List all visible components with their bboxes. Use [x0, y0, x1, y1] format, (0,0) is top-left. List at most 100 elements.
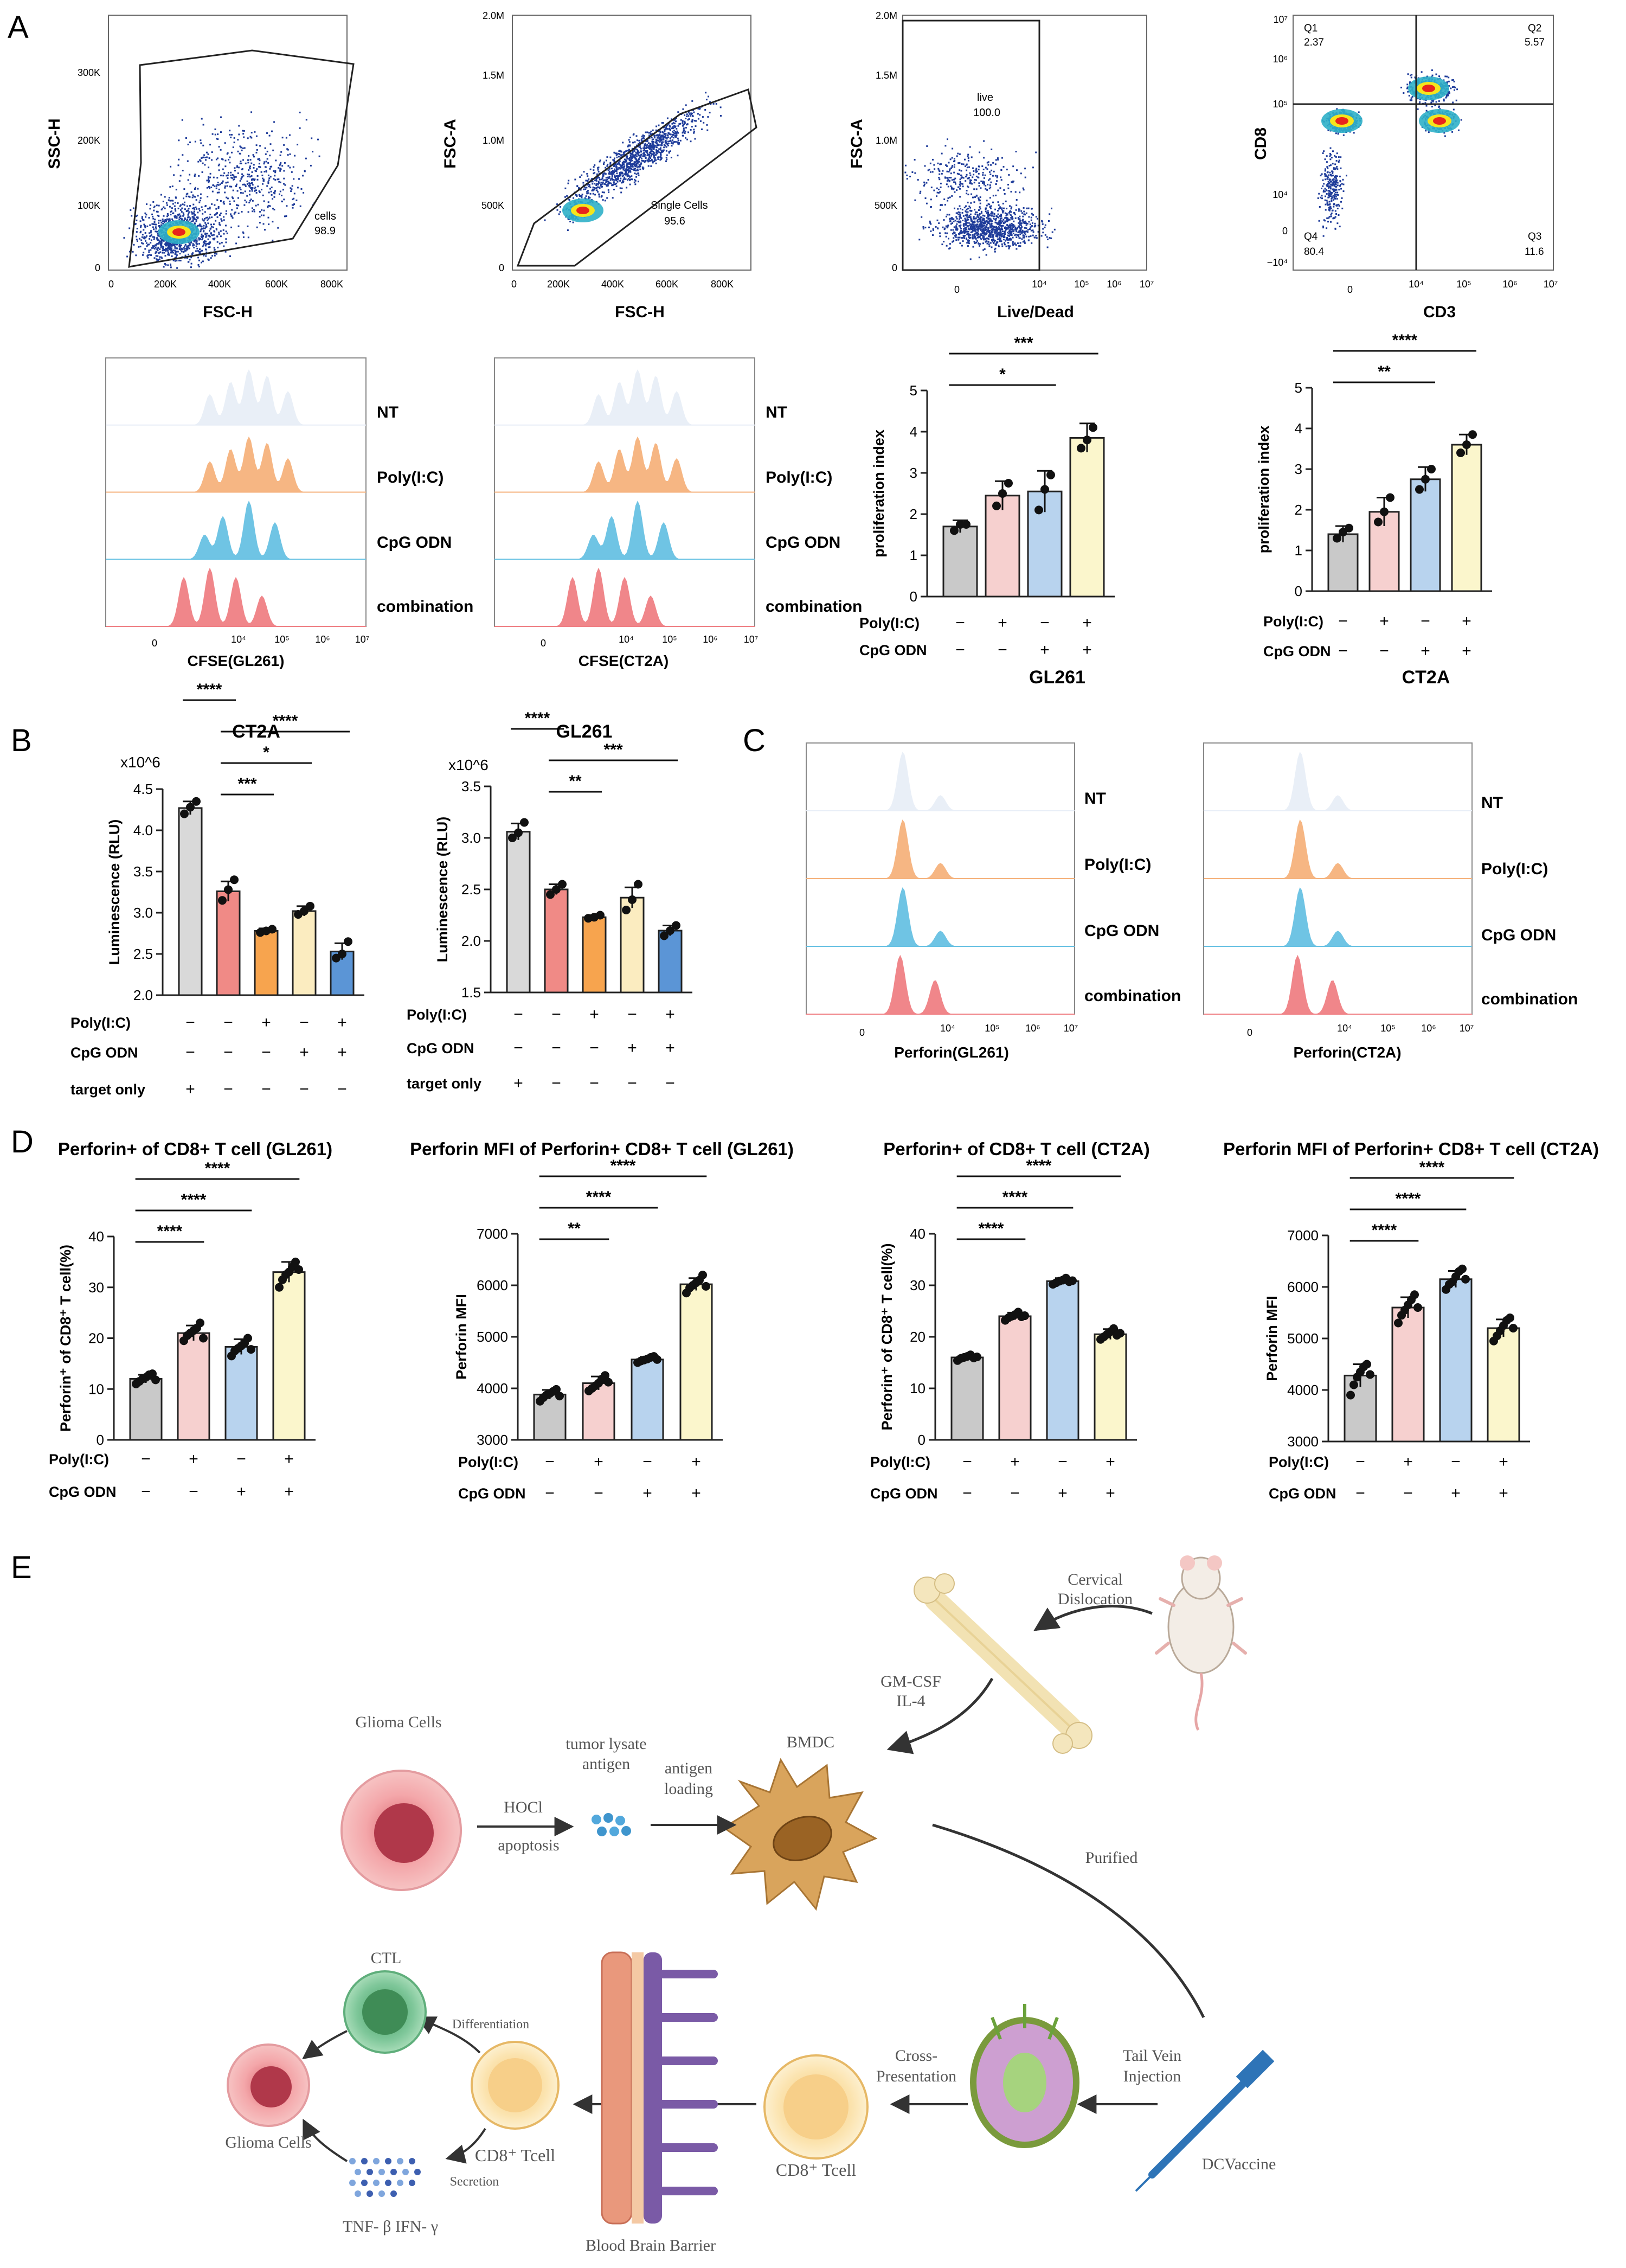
- density-point: [193, 195, 195, 197]
- density-point: [655, 145, 657, 147]
- density-point: [136, 214, 138, 216]
- density-point: [986, 204, 988, 207]
- density-point: [968, 238, 971, 239]
- density-point: [1024, 227, 1026, 229]
- density-point: [644, 147, 645, 149]
- density-point: [255, 135, 258, 137]
- density-point: [1000, 220, 1002, 222]
- density-point: [671, 127, 673, 130]
- density-point: [259, 166, 261, 168]
- density-point: [986, 238, 988, 240]
- density-point: [960, 224, 962, 226]
- density-point: [941, 204, 943, 206]
- density-point: [950, 185, 952, 187]
- density-point: [966, 226, 968, 228]
- density-point: [652, 138, 654, 140]
- density-point: [967, 185, 969, 188]
- density-point: [982, 181, 984, 183]
- density-point: [224, 187, 226, 189]
- density-peak: [172, 228, 185, 236]
- density-point: [953, 158, 955, 160]
- tick-label: 100K: [78, 200, 100, 211]
- density-point: [623, 153, 625, 155]
- density-point: [239, 152, 241, 155]
- density-point: [961, 212, 963, 214]
- density-point: [595, 184, 597, 186]
- density-point: [647, 146, 649, 148]
- density-point: [213, 239, 215, 241]
- density-point: [967, 177, 968, 180]
- density-point: [152, 217, 155, 220]
- tick-label: 0: [108, 279, 114, 290]
- density-point: [183, 204, 185, 206]
- density-point: [1020, 220, 1022, 222]
- density-point: [149, 224, 151, 226]
- density-point: [140, 226, 142, 228]
- density-point: [1010, 208, 1012, 210]
- density-point: [232, 217, 234, 219]
- density-point: [660, 144, 662, 146]
- density-point: [971, 193, 973, 195]
- density-point: [611, 177, 613, 180]
- density-point: [161, 208, 163, 210]
- density-point: [1007, 238, 1010, 240]
- density-point: [930, 187, 933, 189]
- density-point: [165, 264, 167, 266]
- density-point: [619, 168, 621, 170]
- density-point: [1012, 180, 1014, 182]
- density-point: [586, 187, 588, 189]
- density-point: [190, 262, 192, 265]
- density-point: [967, 227, 969, 229]
- density-point: [1026, 230, 1028, 232]
- density-point: [593, 172, 595, 175]
- density-point: [629, 154, 632, 156]
- density-point: [655, 130, 658, 131]
- density-point: [967, 241, 969, 244]
- density-point: [955, 239, 957, 241]
- density-point: [220, 116, 222, 118]
- density-point: [649, 132, 651, 134]
- density-point: [650, 152, 652, 155]
- density-point: [629, 167, 631, 169]
- density-point: [169, 200, 171, 202]
- density-point: [998, 216, 1000, 219]
- density-point: [998, 226, 1000, 228]
- density-point: [143, 237, 145, 239]
- density-point: [949, 221, 951, 222]
- density-point: [609, 162, 612, 164]
- density-point: [637, 169, 639, 171]
- density-point: [620, 174, 622, 176]
- density-point: [652, 161, 654, 163]
- density-point: [1002, 166, 1005, 168]
- density-point: [971, 210, 973, 212]
- density-point: [698, 108, 700, 110]
- density-point: [278, 181, 280, 183]
- density-point: [249, 200, 251, 202]
- density-point: [987, 161, 989, 163]
- density-point: [198, 252, 201, 254]
- density-point: [224, 165, 227, 168]
- density-point: [1015, 209, 1017, 211]
- density-point: [131, 215, 133, 217]
- density-point: [294, 155, 296, 157]
- density-point: [1011, 206, 1013, 208]
- density-point: [183, 220, 185, 221]
- density-point: [1034, 236, 1036, 239]
- density-point: [576, 185, 579, 187]
- density-point: [634, 154, 636, 156]
- density-point: [994, 228, 996, 230]
- density-point: [1406, 84, 1409, 86]
- density-point: [682, 122, 684, 124]
- density-point: [160, 245, 162, 247]
- density-point: [989, 184, 991, 186]
- density-point: [140, 242, 143, 244]
- density-point: [274, 175, 276, 177]
- density-point: [627, 165, 629, 168]
- density-point: [964, 158, 966, 161]
- density-point: [638, 139, 640, 142]
- density-point: [1408, 94, 1410, 97]
- density-point: [586, 184, 588, 186]
- density-point: [636, 152, 638, 155]
- density-point: [966, 238, 968, 240]
- density-point: [934, 168, 936, 170]
